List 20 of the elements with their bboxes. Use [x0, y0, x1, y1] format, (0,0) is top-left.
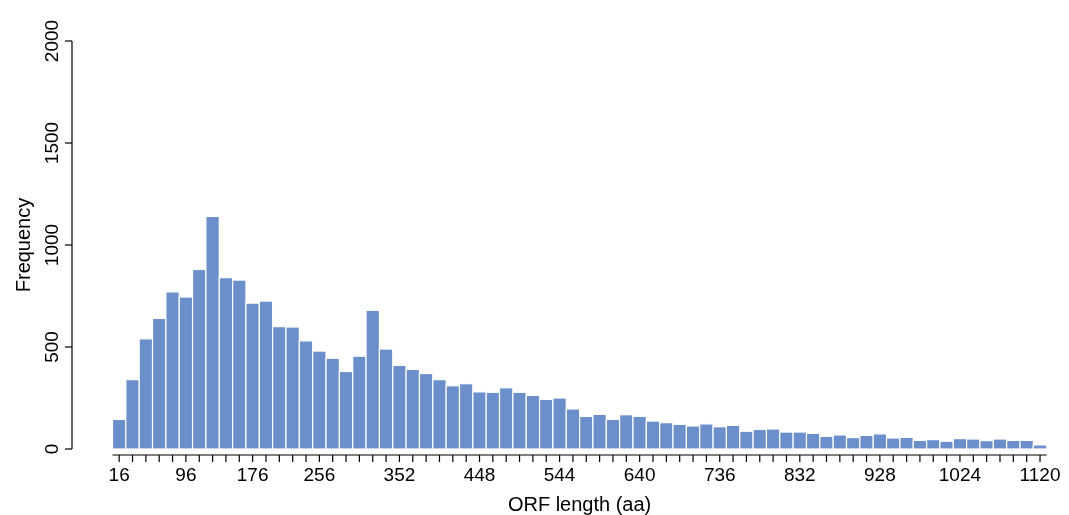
x-tick-label: 256 — [303, 464, 336, 485]
y-tick-label: 500 — [41, 331, 62, 363]
x-tick-label: 352 — [383, 464, 416, 485]
x-tick-label: 1120 — [1019, 464, 1061, 485]
x-axis-title: ORF length (aa) — [507, 493, 652, 515]
x-tick-label: 640 — [623, 464, 656, 485]
x-tick-label: 544 — [543, 464, 576, 485]
x-tick-label: 1024 — [938, 464, 982, 485]
y-axis-title: Frequency — [12, 197, 34, 293]
y-tick-label: 1000 — [41, 223, 62, 267]
x-tick-label: 96 — [175, 464, 197, 485]
y-tick-label: 2000 — [41, 19, 62, 63]
y-tick-label: 1500 — [41, 121, 62, 165]
x-tick-label: 16 — [108, 464, 130, 485]
x-tick-label: 176 — [236, 464, 269, 485]
y-tick-label: 0 — [41, 443, 62, 455]
x-tick-label: 928 — [864, 464, 896, 485]
x-tick-label: 736 — [703, 464, 736, 485]
x-tick-label: 448 — [463, 464, 496, 485]
x-tick-label: 832 — [783, 464, 816, 485]
